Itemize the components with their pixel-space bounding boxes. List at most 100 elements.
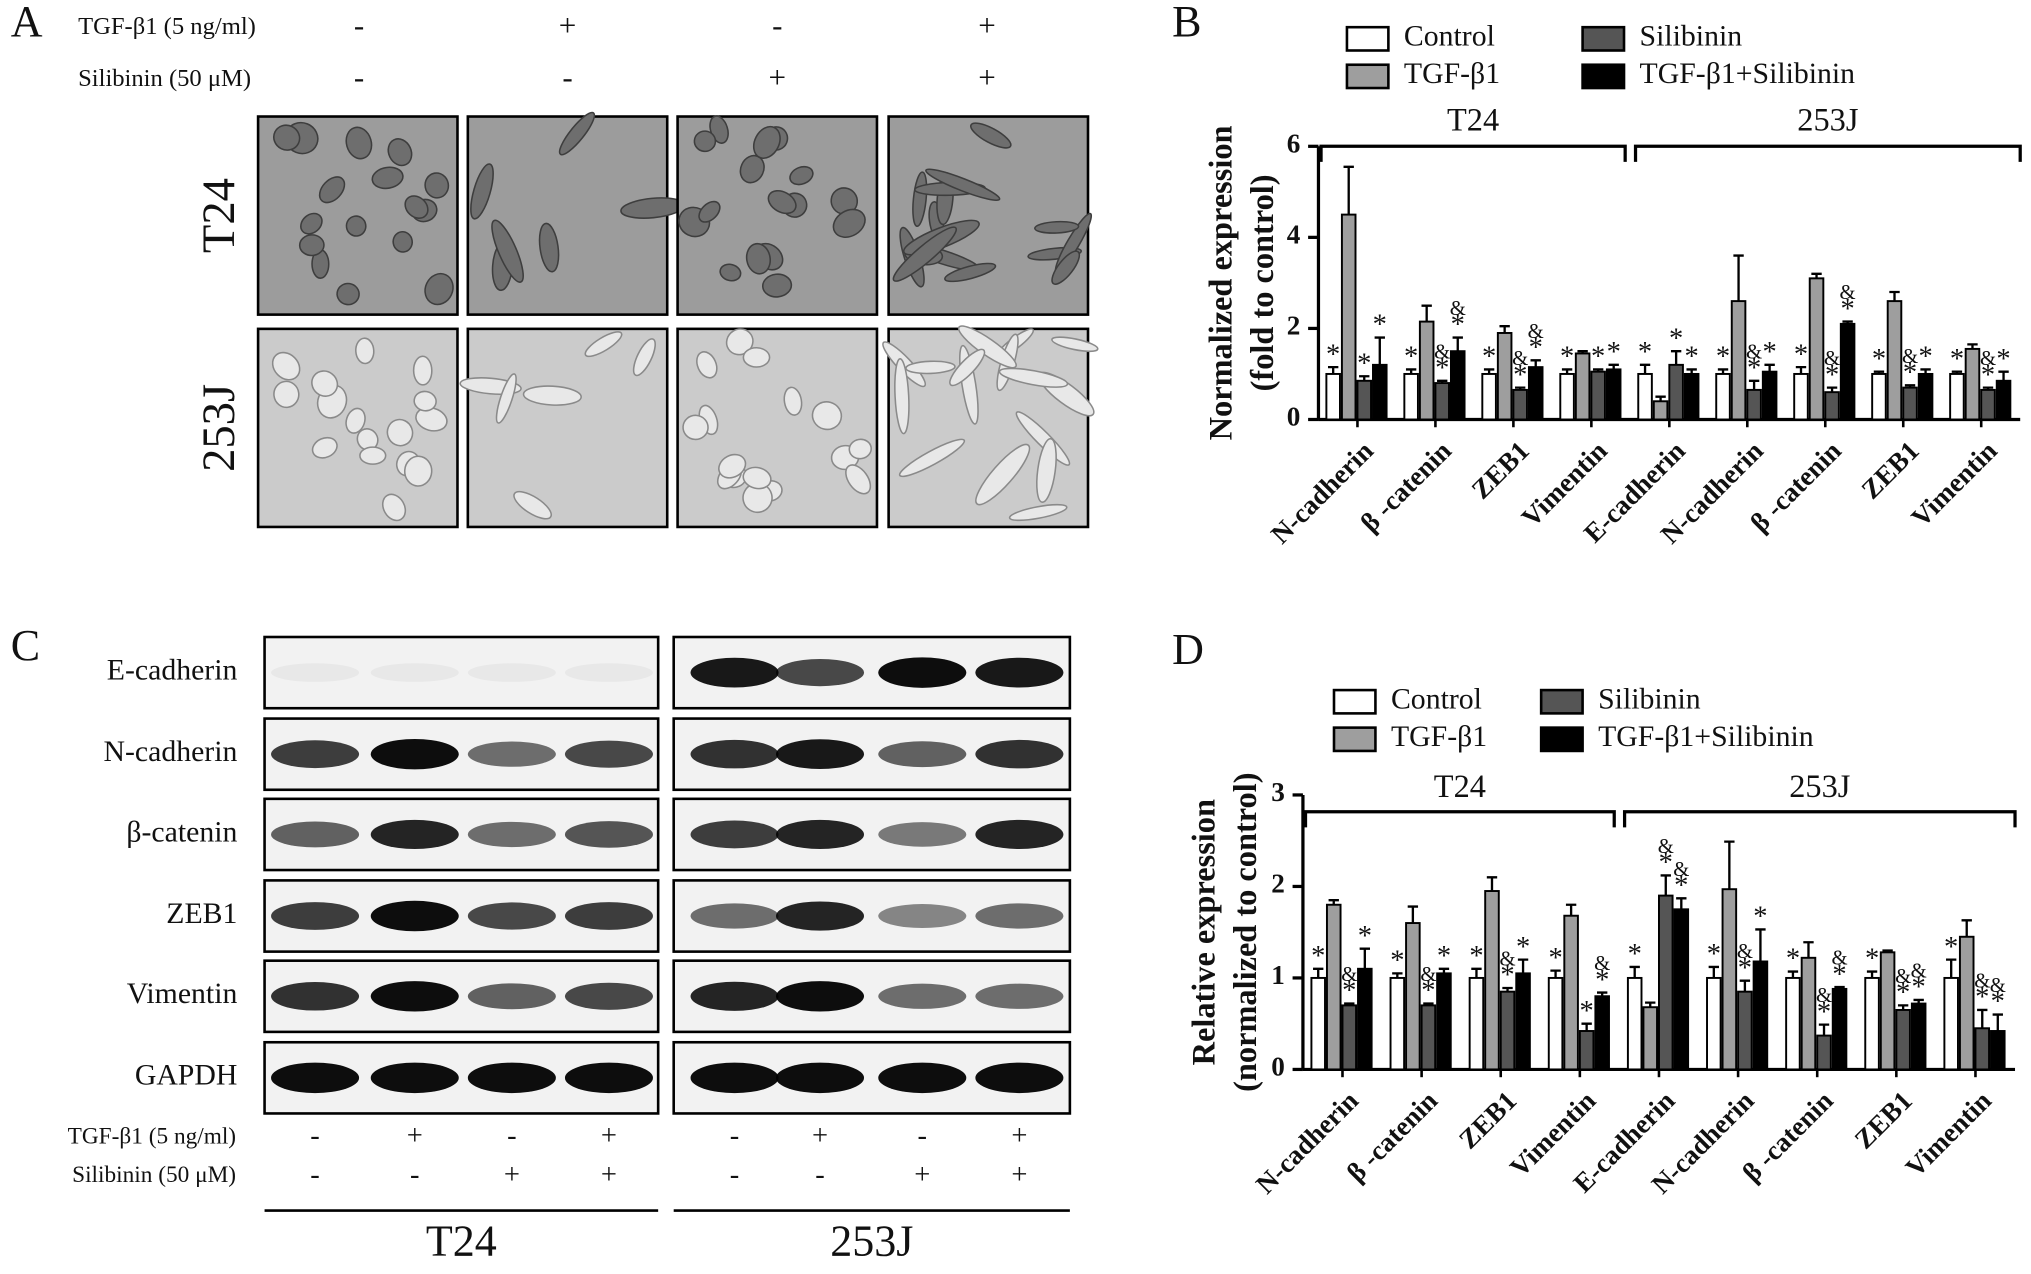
bar bbox=[1605, 368, 1622, 421]
significance-mark: & bbox=[1673, 859, 1689, 881]
band bbox=[467, 902, 556, 930]
cell bbox=[696, 351, 718, 379]
cell bbox=[1051, 336, 1099, 353]
cell bbox=[789, 165, 814, 186]
condition-sign: - bbox=[507, 1121, 516, 1152]
bar bbox=[1864, 976, 1880, 1071]
legend-label: Control bbox=[1391, 683, 1482, 716]
cell bbox=[336, 282, 360, 306]
bar bbox=[1917, 372, 1934, 421]
significance-mark: & bbox=[1974, 971, 1990, 993]
bar bbox=[1980, 388, 1996, 421]
band bbox=[690, 739, 779, 769]
bar bbox=[1499, 990, 1516, 1071]
band bbox=[775, 739, 865, 770]
band bbox=[370, 1062, 459, 1094]
cell bbox=[355, 337, 375, 365]
significance-mark: * bbox=[1437, 941, 1451, 972]
legend-label: TGF-β1 bbox=[1391, 720, 1487, 753]
band bbox=[975, 903, 1064, 929]
error-bar bbox=[1866, 970, 1878, 978]
bar bbox=[1752, 960, 1769, 1071]
cell bbox=[811, 401, 843, 431]
bar bbox=[1668, 363, 1684, 421]
legend-swatch bbox=[1345, 63, 1390, 90]
bar bbox=[1563, 914, 1579, 1071]
significance-mark: * bbox=[1628, 939, 1642, 970]
significance-mark: * bbox=[1738, 953, 1752, 984]
error-bar bbox=[1438, 967, 1450, 974]
cell bbox=[513, 490, 553, 520]
significance-mark: * bbox=[1896, 978, 1910, 1009]
y-tick-label: 1 bbox=[1271, 960, 1285, 990]
bar bbox=[1372, 363, 1388, 421]
band bbox=[467, 1062, 556, 1094]
significance-mark: * bbox=[1560, 342, 1574, 373]
significance-mark: * bbox=[1825, 360, 1839, 391]
error-bar bbox=[1660, 874, 1671, 896]
cell bbox=[742, 346, 771, 368]
legend-swatch bbox=[1332, 726, 1377, 753]
error-bar bbox=[1421, 304, 1432, 322]
condition-label: TGF-β1 (5 ng/ml) bbox=[78, 13, 256, 40]
band bbox=[271, 740, 360, 769]
significance-mark: * bbox=[1669, 323, 1683, 354]
band bbox=[878, 1062, 967, 1094]
condition-sign: - bbox=[310, 1121, 319, 1152]
y-axis-label: (normalized to control) bbox=[1227, 773, 1263, 1092]
condition-sign: - bbox=[410, 1159, 419, 1190]
micrograph bbox=[459, 327, 669, 529]
error-bar bbox=[1739, 979, 1751, 992]
significance-mark: * bbox=[1638, 337, 1652, 368]
cell bbox=[491, 219, 524, 283]
y-tick-label: 2 bbox=[1287, 311, 1301, 341]
cell bbox=[522, 385, 582, 406]
y-tick-label: 4 bbox=[1287, 220, 1301, 250]
condition-sign: - bbox=[815, 1159, 824, 1190]
error-bar bbox=[1359, 375, 1370, 381]
panel-label: D bbox=[1172, 625, 1204, 674]
bar bbox=[1434, 382, 1450, 421]
protein-label: Vimentin bbox=[127, 977, 238, 1010]
blot bbox=[263, 797, 660, 872]
cell bbox=[415, 406, 448, 432]
bar bbox=[1341, 1004, 1358, 1071]
significance-mark: * bbox=[1991, 987, 2005, 1018]
bar bbox=[1574, 352, 1591, 421]
bar bbox=[1652, 400, 1669, 421]
cell bbox=[558, 111, 596, 156]
significance-mark: * bbox=[1763, 337, 1777, 368]
condition-label: Silibinin (50 μM) bbox=[78, 65, 251, 92]
cell bbox=[345, 407, 366, 434]
significance-mark: & bbox=[1902, 346, 1918, 368]
y-tick-label: 6 bbox=[1287, 129, 1301, 159]
error-bar bbox=[1951, 370, 1963, 374]
bar bbox=[1325, 903, 1342, 1071]
bar bbox=[1831, 987, 1848, 1071]
bar bbox=[1871, 372, 1887, 421]
condition-sign: + bbox=[504, 1159, 520, 1190]
band bbox=[775, 1062, 865, 1094]
bar bbox=[1310, 976, 1326, 1071]
band bbox=[975, 739, 1064, 769]
error-bar bbox=[1764, 363, 1775, 372]
cell bbox=[424, 272, 454, 306]
error-bar bbox=[1977, 1008, 1988, 1029]
band bbox=[564, 663, 653, 682]
legend-label: TGF-β1 bbox=[1404, 57, 1500, 90]
error-bar bbox=[1515, 386, 1526, 390]
band bbox=[271, 821, 360, 848]
cell bbox=[894, 358, 910, 435]
error-bar bbox=[1748, 379, 1760, 390]
cell bbox=[381, 493, 407, 522]
significance-mark: * bbox=[1373, 310, 1387, 341]
error-bar bbox=[1499, 324, 1510, 333]
bar bbox=[1974, 1027, 1991, 1071]
significance-mark: * bbox=[1482, 342, 1496, 373]
significance-mark: & bbox=[1746, 341, 1762, 363]
band bbox=[467, 821, 556, 848]
significance-mark: * bbox=[1817, 997, 1831, 1028]
cell bbox=[345, 215, 367, 237]
bar bbox=[1808, 277, 1825, 421]
